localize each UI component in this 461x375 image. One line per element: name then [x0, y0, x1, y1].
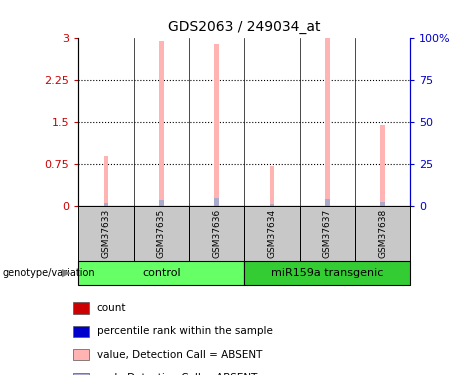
Bar — [159, 42, 164, 206]
Bar — [244, 261, 410, 285]
Text: genotype/variation: genotype/variation — [2, 268, 95, 278]
Bar — [78, 206, 134, 261]
Bar — [214, 44, 219, 206]
Bar — [355, 206, 410, 261]
Bar — [189, 206, 244, 261]
Bar — [104, 156, 108, 206]
Text: percentile rank within the sample: percentile rank within the sample — [97, 326, 272, 336]
Bar — [300, 206, 355, 261]
Bar — [380, 202, 385, 206]
Text: rank, Detection Call = ABSENT: rank, Detection Call = ABSENT — [97, 373, 257, 375]
Bar — [73, 349, 89, 360]
Text: GSM37638: GSM37638 — [378, 209, 387, 258]
Text: GSM37633: GSM37633 — [101, 209, 111, 258]
Text: GSM37634: GSM37634 — [267, 209, 277, 258]
Text: count: count — [97, 303, 126, 313]
Text: GSM37635: GSM37635 — [157, 209, 166, 258]
Bar — [134, 206, 189, 261]
Bar — [214, 198, 219, 206]
Text: ▶: ▶ — [62, 268, 71, 278]
Text: miR159a transgenic: miR159a transgenic — [271, 268, 384, 278]
Bar — [104, 203, 108, 206]
Bar — [73, 326, 89, 337]
Text: GSM37637: GSM37637 — [323, 209, 332, 258]
Title: GDS2063 / 249034_at: GDS2063 / 249034_at — [168, 20, 320, 34]
Bar — [244, 206, 300, 261]
Bar — [73, 373, 89, 375]
Bar — [78, 261, 244, 285]
Bar — [270, 204, 274, 206]
Bar — [270, 166, 274, 206]
Bar — [325, 38, 330, 206]
Text: control: control — [142, 268, 181, 278]
Bar — [380, 124, 385, 206]
Bar — [73, 302, 89, 313]
Text: GSM37636: GSM37636 — [212, 209, 221, 258]
Bar — [325, 199, 330, 206]
Bar — [159, 200, 164, 206]
Text: value, Detection Call = ABSENT: value, Detection Call = ABSENT — [97, 350, 262, 360]
